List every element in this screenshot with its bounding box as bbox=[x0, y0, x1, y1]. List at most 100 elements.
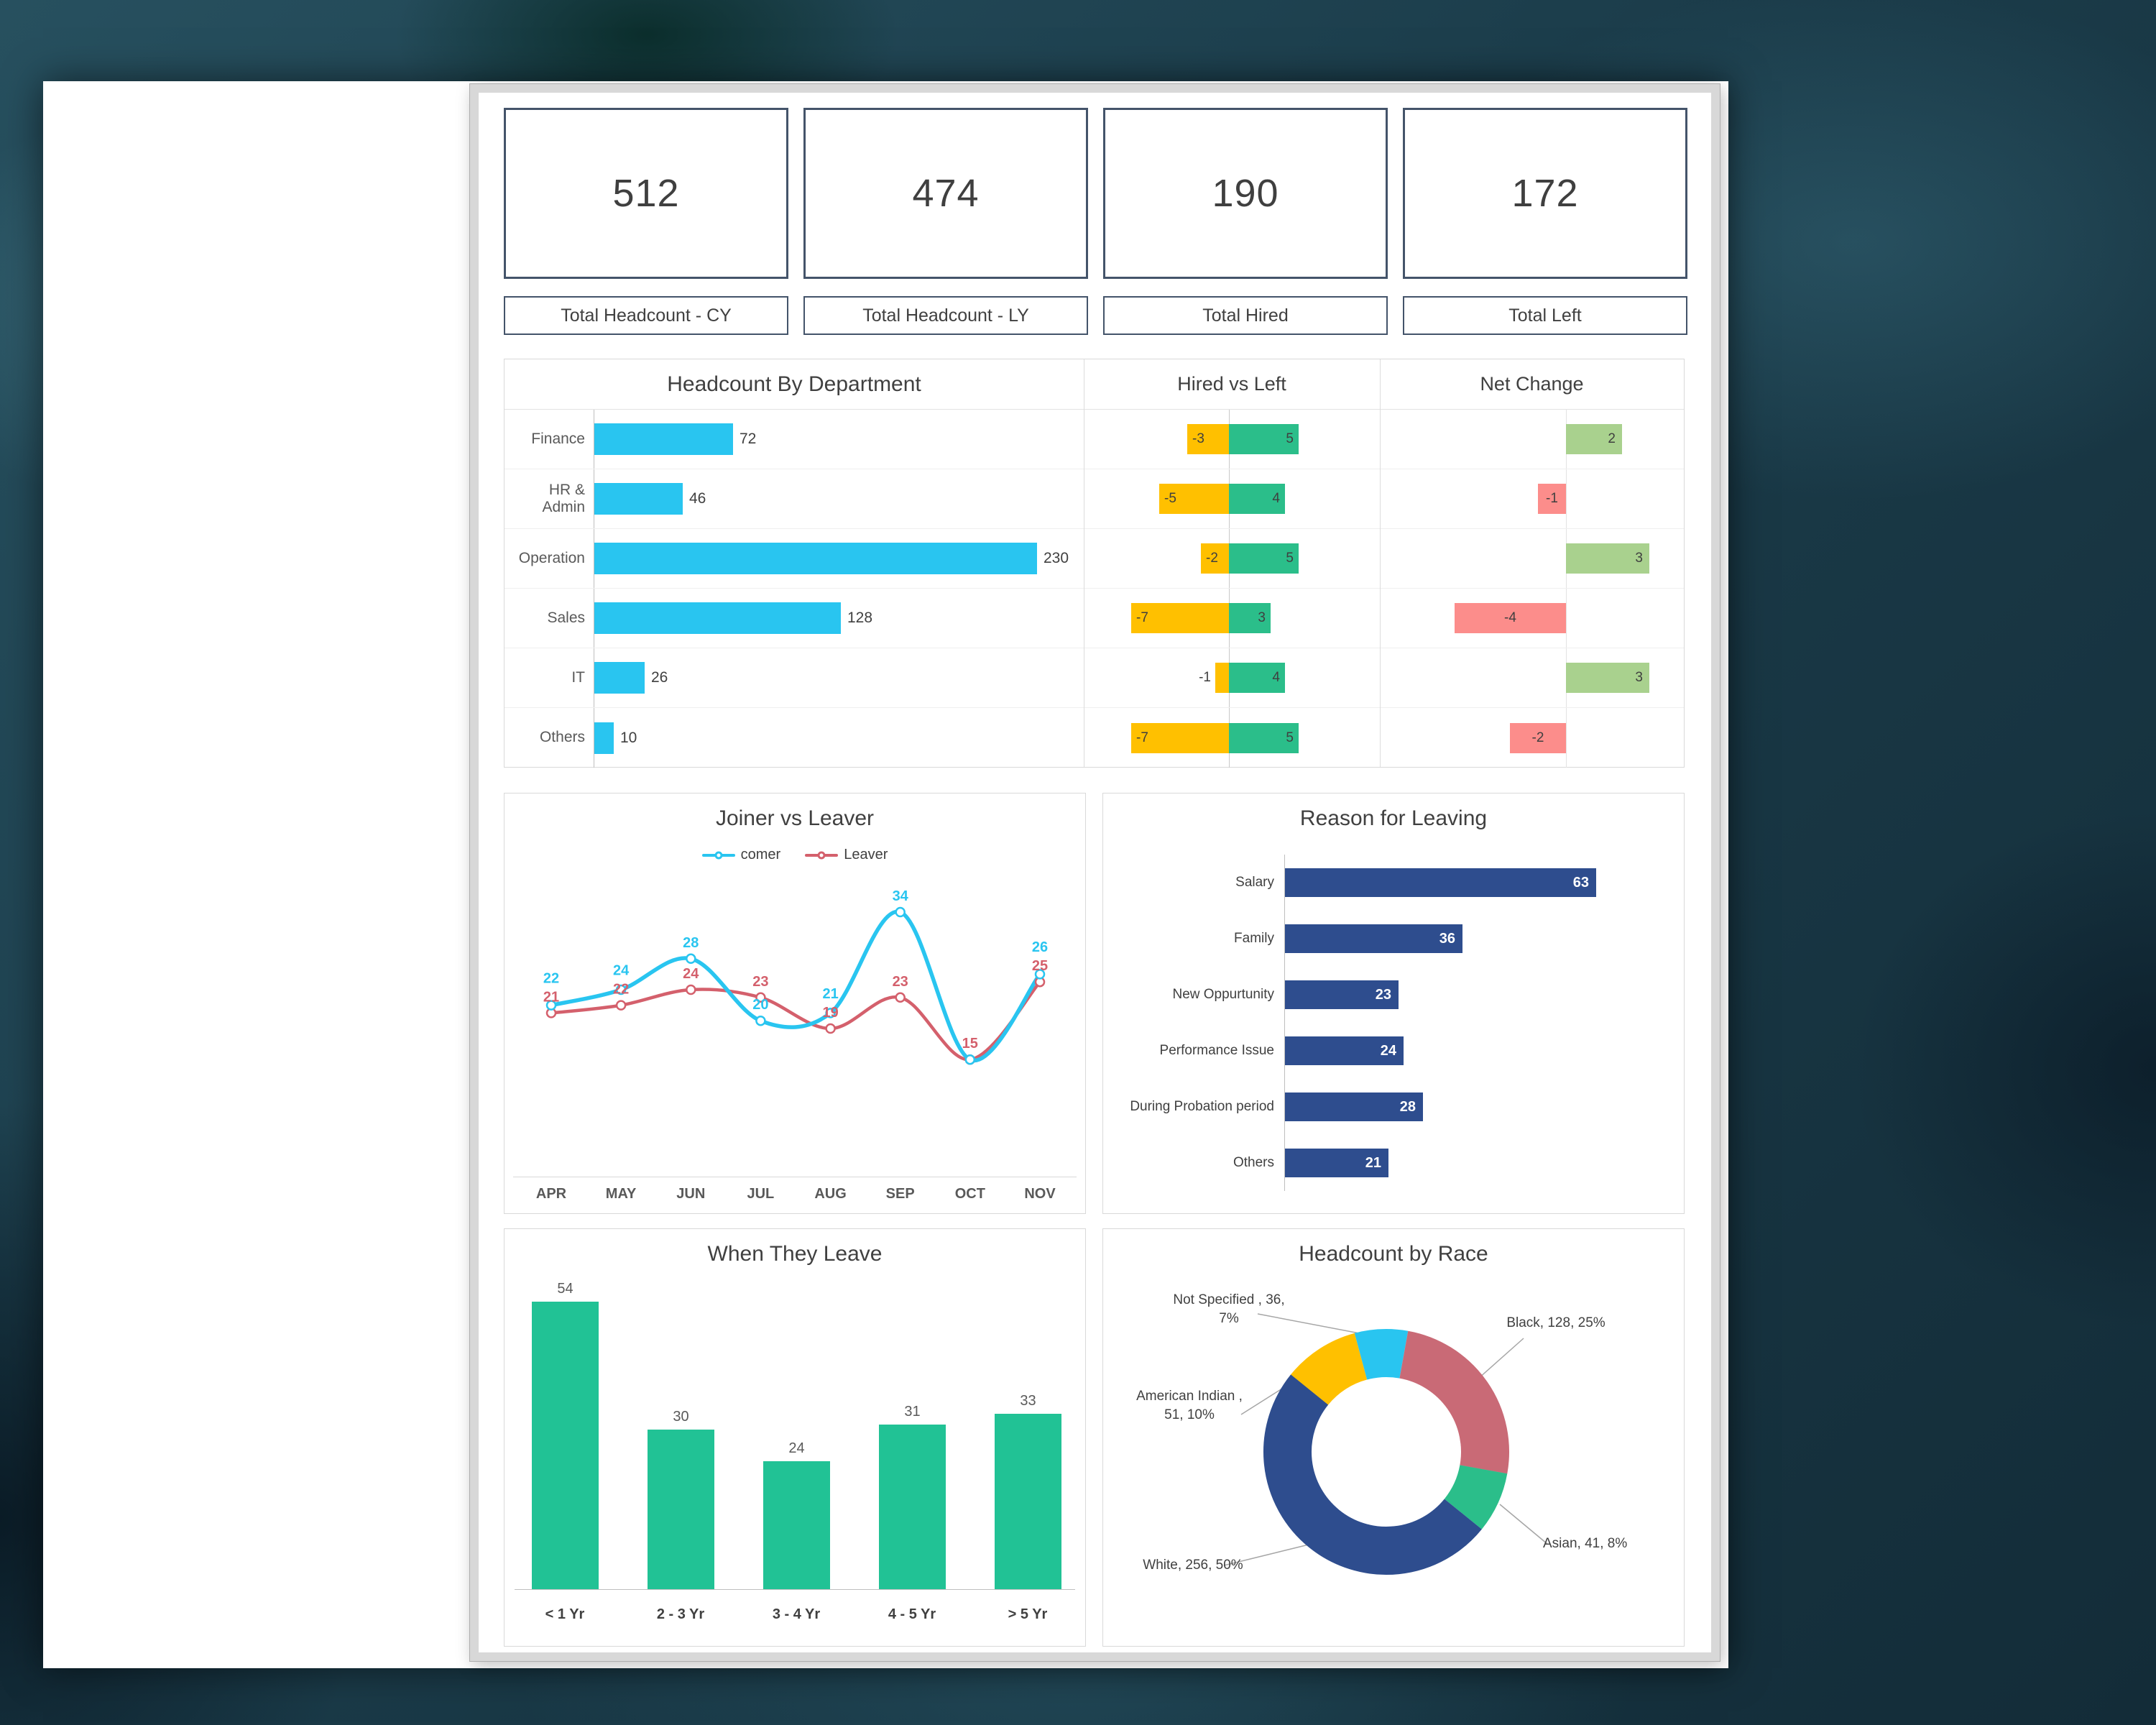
hired-bar[interactable]: 5 bbox=[1229, 543, 1299, 574]
reason-bar[interactable]: 28 bbox=[1285, 1092, 1423, 1121]
reason-value: 21 bbox=[1365, 1154, 1381, 1171]
headcount-bar[interactable] bbox=[594, 423, 733, 455]
reason-value: 24 bbox=[1380, 1042, 1396, 1059]
reason-bar[interactable]: 21 bbox=[1285, 1149, 1388, 1177]
headcount-bar[interactable] bbox=[594, 483, 683, 515]
headcount-by-department-title: Headcount By Department bbox=[667, 372, 921, 396]
kpi-value: 474 bbox=[912, 172, 980, 215]
joiner-point[interactable] bbox=[895, 906, 906, 918]
net-change-value: -2 bbox=[1531, 730, 1544, 745]
headcount-by-race-title: Headcount by Race bbox=[1299, 1242, 1488, 1266]
dept-category-label: IT bbox=[571, 668, 585, 686]
joiner-point[interactable] bbox=[825, 1008, 836, 1018]
left-bar[interactable]: -3 bbox=[1187, 424, 1229, 454]
net-change-bar[interactable]: 2 bbox=[1566, 424, 1622, 454]
hired-value: 3 bbox=[1258, 610, 1266, 625]
race-label: Black, 128, 25% bbox=[1506, 1315, 1606, 1330]
legend-item[interactable]: comer bbox=[701, 847, 780, 863]
net-change-value: 3 bbox=[1635, 670, 1643, 685]
left-bar[interactable]: -7 bbox=[1131, 722, 1229, 753]
joiner-point[interactable] bbox=[755, 1015, 766, 1026]
tenure-bar[interactable] bbox=[648, 1430, 714, 1589]
headcount-bar[interactable] bbox=[594, 543, 1037, 574]
race-donut-chart[interactable] bbox=[1103, 1229, 1685, 1647]
month-label: SEP bbox=[885, 1186, 915, 1202]
legend-item[interactable]: Leaver bbox=[805, 847, 888, 863]
hired-bar[interactable]: 4 bbox=[1229, 663, 1285, 693]
left-bar[interactable]: -1 bbox=[1199, 663, 1229, 693]
leaver-point[interactable] bbox=[825, 1023, 836, 1034]
joiner-point[interactable] bbox=[545, 1000, 557, 1011]
net-change-bar[interactable]: -1 bbox=[1538, 484, 1566, 514]
headcount-by-race-panel: Headcount by Race Not Specified , 36, 7%… bbox=[1102, 1228, 1685, 1647]
reason-bar[interactable]: 63 bbox=[1285, 868, 1596, 897]
reason-bar[interactable]: 24 bbox=[1285, 1036, 1404, 1065]
month-label: AUG bbox=[814, 1186, 847, 1202]
reason-category-label: Others bbox=[1233, 1155, 1274, 1171]
hired-bar[interactable]: 3 bbox=[1229, 603, 1271, 633]
department-section-titles: Headcount By Department Hired vs Left Ne… bbox=[505, 359, 1684, 410]
joiner-point[interactable] bbox=[1034, 969, 1046, 980]
when-they-leave-title: When They Leave bbox=[707, 1242, 883, 1266]
net-change-bar[interactable]: -2 bbox=[1510, 722, 1566, 753]
reason-row: During Probation period 28 bbox=[1103, 1079, 1672, 1135]
headcount-value: 46 bbox=[689, 490, 706, 507]
hired-bar[interactable]: 5 bbox=[1229, 722, 1299, 753]
reason-category-label: Family bbox=[1234, 931, 1274, 947]
net-change-bar[interactable]: -4 bbox=[1455, 603, 1566, 633]
hired-bar[interactable]: 5 bbox=[1229, 424, 1299, 454]
headcount-bar[interactable] bbox=[594, 602, 841, 634]
dept-category-label: Finance bbox=[531, 430, 585, 447]
joiner-point[interactable] bbox=[964, 1054, 976, 1065]
leaver-value-label: 23 bbox=[752, 974, 768, 990]
reason-row: Performance Issue 24 bbox=[1103, 1023, 1672, 1079]
left-bar[interactable]: -7 bbox=[1131, 603, 1229, 633]
tenure-value: 33 bbox=[1020, 1393, 1036, 1409]
kpi-card: 474 bbox=[803, 108, 1088, 279]
left-value: -2 bbox=[1206, 551, 1218, 566]
dept-row: HR & Admin 46 -5 4 -1 bbox=[505, 469, 1684, 529]
race-label: Not Specified , 36, 7% bbox=[1173, 1292, 1285, 1326]
headcount-bar[interactable] bbox=[594, 662, 645, 694]
leaver-point[interactable] bbox=[755, 992, 766, 1003]
reason-bar[interactable]: 36 bbox=[1285, 924, 1462, 953]
headcount-value: 26 bbox=[651, 669, 668, 686]
tenure-value: 30 bbox=[673, 1409, 689, 1425]
reason-category-label: New Oppurtunity bbox=[1172, 987, 1274, 1003]
tenure-bar[interactable] bbox=[763, 1461, 830, 1589]
joiner-point[interactable] bbox=[686, 953, 696, 965]
reason-value: 63 bbox=[1572, 874, 1589, 891]
net-change-bar[interactable]: 3 bbox=[1566, 543, 1649, 574]
leaver-point[interactable] bbox=[895, 992, 906, 1003]
leaver-point[interactable] bbox=[686, 984, 696, 995]
leaver-point[interactable] bbox=[615, 1000, 627, 1011]
kpi-value: 190 bbox=[1212, 172, 1279, 215]
net-change-bar[interactable]: 3 bbox=[1566, 663, 1649, 693]
leaver-value-label: 15 bbox=[962, 1036, 978, 1052]
left-value: -3 bbox=[1192, 431, 1204, 446]
joiner-point[interactable] bbox=[615, 984, 627, 995]
left-bar[interactable]: -5 bbox=[1159, 484, 1229, 514]
joiner-vs-leaver-panel: Joiner vs Leaver comer Leaver 22 21 24 22 28 2… bbox=[504, 793, 1086, 1214]
left-bar[interactable]: -2 bbox=[1201, 543, 1229, 574]
headcount-value: 72 bbox=[740, 431, 757, 447]
tenure-bar[interactable] bbox=[532, 1302, 599, 1589]
tenure-bar[interactable] bbox=[995, 1414, 1061, 1589]
reason-row: New Oppurtunity 23 bbox=[1103, 967, 1672, 1023]
hired-value: 5 bbox=[1286, 551, 1294, 566]
joiner-vs-leaver-chart[interactable]: 22 21 24 22 28 24 20 23 21 19 34 23 15 26 25 bbox=[505, 862, 1087, 1203]
hired-bar[interactable]: 4 bbox=[1229, 484, 1285, 514]
month-label: NOV bbox=[1024, 1186, 1056, 1202]
kpi-value: 512 bbox=[612, 172, 680, 215]
kpi-label: Total Left bbox=[1403, 296, 1687, 335]
kpi-label: Total Hired bbox=[1103, 296, 1388, 335]
net-change-value: -4 bbox=[1504, 610, 1516, 625]
reason-bar[interactable]: 23 bbox=[1285, 980, 1399, 1009]
dept-row: Sales 128 -7 3 -4 bbox=[505, 589, 1684, 648]
when-they-leave-panel: When They Leave 54 < 1 Yr 30 2 - 3 Yr 24 3 - … bbox=[504, 1228, 1086, 1647]
tenure-bar[interactable] bbox=[879, 1425, 946, 1589]
kpi-card: 512 bbox=[504, 108, 788, 279]
tenure-category-label: 2 - 3 Yr bbox=[656, 1606, 705, 1622]
headcount-bar[interactable] bbox=[594, 722, 614, 754]
kpi-row: 512 474 190 172 bbox=[504, 108, 1687, 279]
